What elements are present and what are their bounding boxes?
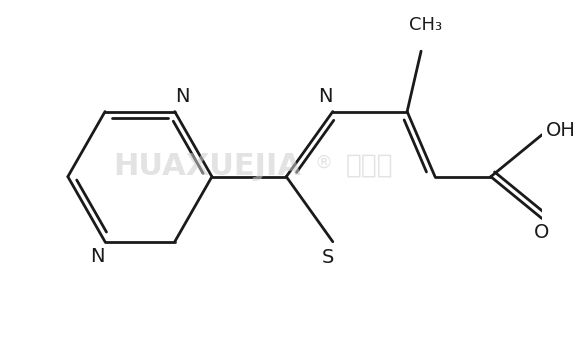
Text: ®: ® [315, 154, 332, 172]
Text: S: S [321, 248, 333, 267]
Text: HUAXUEJIA: HUAXUEJIA [114, 152, 302, 181]
Text: N: N [90, 247, 105, 266]
Text: N: N [175, 87, 190, 106]
Text: N: N [318, 87, 332, 106]
Text: OH: OH [546, 121, 575, 140]
Text: O: O [534, 223, 550, 242]
Text: 化学加: 化学加 [346, 153, 393, 179]
Text: CH₃: CH₃ [409, 17, 442, 34]
